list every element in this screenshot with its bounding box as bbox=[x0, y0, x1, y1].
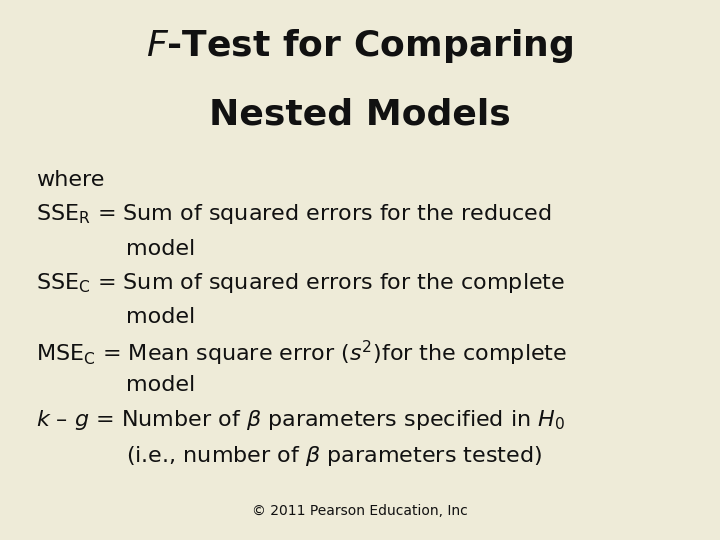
Text: model: model bbox=[126, 375, 195, 395]
Text: $\mathit{k}$ – $\mathit{g}$ = Number of $\beta$ parameters specified in $\mathit: $\mathit{k}$ – $\mathit{g}$ = Number of … bbox=[36, 408, 565, 431]
Text: (i.e., number of $\beta$ parameters tested): (i.e., number of $\beta$ parameters test… bbox=[126, 444, 542, 468]
Text: where: where bbox=[36, 170, 104, 190]
Text: model: model bbox=[126, 239, 195, 259]
Text: $\mathit{F}$-Test for Comparing: $\mathit{F}$-Test for Comparing bbox=[146, 27, 574, 65]
Text: © 2011 Pearson Education, Inc: © 2011 Pearson Education, Inc bbox=[252, 504, 468, 518]
Text: Nested Models: Nested Models bbox=[209, 97, 511, 131]
Text: model: model bbox=[126, 307, 195, 327]
Text: MSE$_\mathsf{C}$ = Mean square error ($s^2$)for the complete: MSE$_\mathsf{C}$ = Mean square error ($s… bbox=[36, 339, 567, 368]
Text: SSE$_\mathsf{C}$ = Sum of squared errors for the complete: SSE$_\mathsf{C}$ = Sum of squared errors… bbox=[36, 271, 565, 295]
Text: SSE$_\mathsf{R}$ = Sum of squared errors for the reduced: SSE$_\mathsf{R}$ = Sum of squared errors… bbox=[36, 202, 552, 226]
